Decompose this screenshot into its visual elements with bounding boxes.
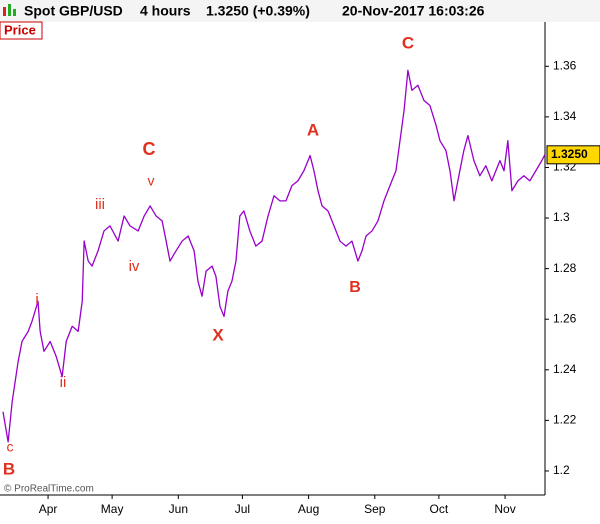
wave-label: v [148, 173, 155, 189]
x-tick-label: Oct [430, 502, 449, 516]
x-tick-label: Sep [364, 502, 386, 516]
timeframe: 4 hours [140, 3, 191, 19]
x-tick-label: May [101, 502, 124, 516]
price-line [2, 69, 546, 443]
wave-label: B [3, 459, 15, 478]
x-tick-label: Aug [298, 502, 319, 516]
plot-area [2, 69, 546, 443]
wave-label: c [7, 439, 14, 455]
wave-label: iii [95, 196, 105, 213]
app-icon [3, 4, 16, 16]
panel-label-box [0, 21, 43, 40]
y-tick-label: 1.36 [553, 58, 577, 72]
quote: 1.3250 (+0.39%) [206, 3, 310, 19]
x-tick-label: Nov [494, 502, 515, 516]
wave-label: iv [129, 258, 140, 275]
panel-label: Price [4, 22, 36, 37]
wave-label: ii [60, 374, 67, 391]
wave-label: A [307, 120, 319, 139]
last-price-box [546, 145, 600, 165]
instrument: Spot GBP/USD [24, 3, 123, 19]
header-bar [0, 0, 600, 22]
wave-label: i [35, 291, 38, 308]
y-tick-label: 1.2 [553, 463, 570, 477]
datetime: 20-Nov-2017 16:03:26 [342, 3, 485, 19]
wave-label: C [143, 139, 156, 159]
last-price-label: 1.3250 [551, 147, 588, 161]
wave-label: B [349, 279, 361, 296]
y-tick-label: 1.34 [553, 109, 577, 123]
x-tick-label: Apr [39, 502, 58, 516]
wave-label: C [402, 33, 414, 52]
copyright: © ProRealTime.com [4, 484, 94, 495]
y-tick-label: 1.3 [553, 210, 570, 224]
y-tick-label: 1.26 [553, 311, 577, 325]
x-tick-label: Jul [235, 502, 250, 516]
y-tick-label: 1.24 [553, 362, 577, 376]
x-tick-label: Jun [169, 502, 188, 516]
wave-label: X [212, 325, 224, 344]
y-tick-label: 1.28 [553, 261, 577, 275]
y-tick-label: 1.22 [553, 413, 577, 427]
